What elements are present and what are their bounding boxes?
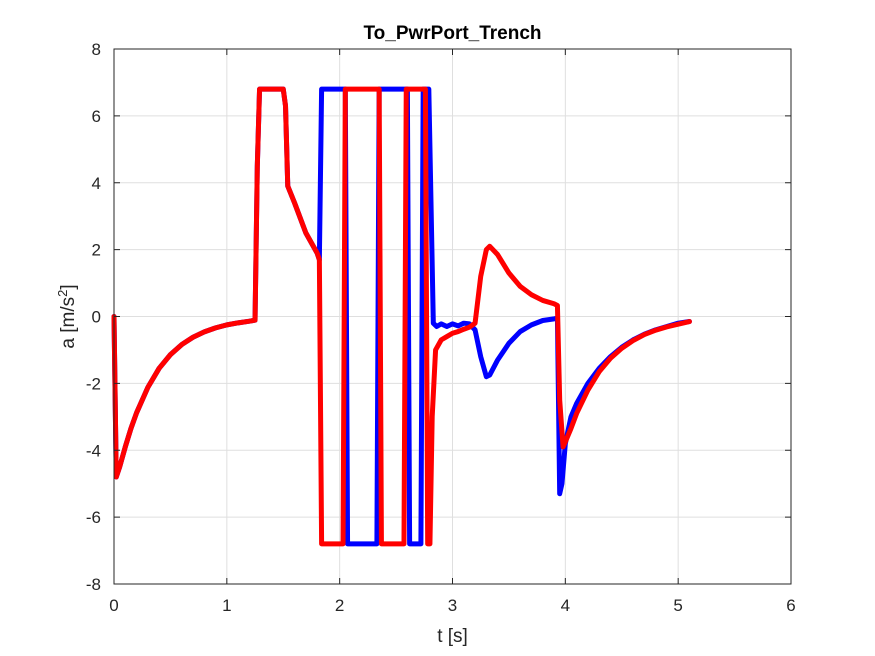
x-tick-label: 0: [109, 596, 118, 615]
x-axis-label: t [s]: [437, 626, 468, 647]
y-tick-label: -6: [86, 508, 101, 527]
y-tick-label: 0: [92, 308, 101, 327]
y-axis-label-superscript: 2: [55, 290, 70, 297]
x-tick-label: 2: [335, 596, 344, 615]
x-tick-label: 5: [673, 596, 682, 615]
x-tick-label: 3: [448, 596, 457, 615]
y-tick-label: -8: [86, 575, 101, 594]
y-axis-label-end: ]: [58, 284, 79, 289]
y-tick-label: -4: [86, 441, 101, 460]
y-axis-label: a [m/s2]: [55, 284, 80, 348]
y-tick-label: 4: [92, 174, 101, 193]
y-tick-labels: -8 -6 -4 -2 0 2 4 6 8: [86, 40, 101, 594]
chart-title: To_PwrPort_Trench: [363, 23, 541, 44]
x-tick-label: 4: [561, 596, 570, 615]
x-tick-labels: 0 1 2 3 4 5 6: [109, 596, 795, 615]
series-layer: [111, 86, 692, 547]
y-tick-label: 8: [92, 40, 101, 59]
tick-marks: [113, 48, 792, 585]
y-tick-label: -2: [86, 374, 101, 393]
y-tick-label: 6: [92, 107, 101, 126]
series-line-2: [111, 86, 692, 547]
x-tick-label: 6: [786, 596, 795, 615]
y-axis-label-main: a [m/s: [58, 297, 79, 349]
y-tick-label: 2: [92, 241, 101, 260]
x-tick-label: 1: [222, 596, 231, 615]
